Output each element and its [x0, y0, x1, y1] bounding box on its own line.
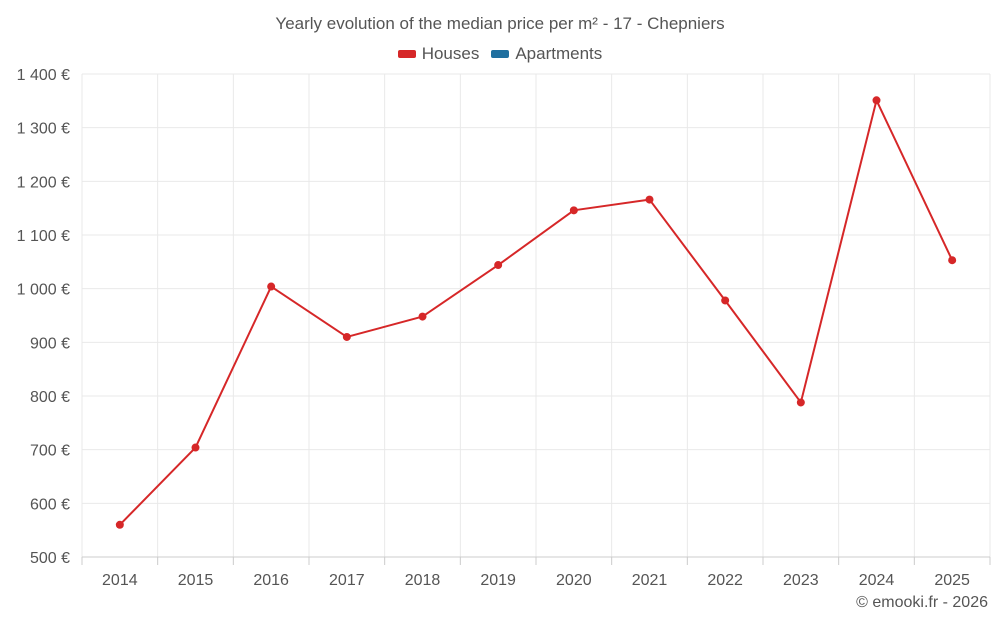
legend-swatch-apartments [491, 50, 510, 58]
x-tick-label: 2016 [253, 572, 289, 589]
data-point-houses-2020[interactable] [569, 206, 578, 215]
data-point-houses-2019[interactable] [494, 261, 503, 270]
y-tick-label: 600 € [30, 496, 70, 513]
y-tick-label: 700 € [30, 443, 70, 460]
y-tick-label: 800 € [30, 389, 70, 406]
y-tick-label: 1 400 € [17, 67, 70, 84]
data-point-houses-2018[interactable] [418, 312, 427, 321]
legend: Houses Apartments [0, 44, 1000, 64]
chart-title: Yearly evolution of the median price per… [275, 14, 725, 33]
x-axis-ticks: 2014 2015 2016 2017 2018 2019 2020 2021 2022 2023… [102, 572, 970, 589]
y-tick-label: 1 200 € [17, 174, 70, 191]
data-point-houses-2017[interactable] [342, 332, 351, 341]
series-group [115, 96, 957, 529]
x-tick-label: 2019 [480, 572, 516, 589]
y-tick-label: 500 € [30, 550, 70, 567]
legend-label-houses: Houses [421, 44, 480, 63]
legend-label-apartments: Apartments [515, 44, 603, 63]
x-tick-label: 2014 [102, 572, 138, 589]
axes [81, 556, 991, 565]
data-point-houses-2022[interactable] [721, 296, 730, 305]
data-point-houses-2014[interactable] [115, 520, 124, 529]
x-tick-label: 2018 [405, 572, 441, 589]
y-tick-label: 1 000 € [17, 282, 70, 299]
legend-swatch-houses [397, 50, 416, 58]
copyright-text: © emooki.fr - 2026 [856, 594, 988, 611]
x-tick-label: 2024 [859, 572, 895, 589]
y-tick-label: 1 100 € [17, 228, 70, 245]
data-point-houses-2025[interactable] [948, 256, 957, 265]
x-tick-label: 2021 [632, 572, 668, 589]
data-point-houses-2023[interactable] [796, 398, 805, 407]
y-axis-ticks: 500 € 600 € 700 € 800 € 900 € 1 000 € 1 100 € 1… [17, 67, 70, 567]
gridlines [81, 73, 991, 557]
data-point-houses-2016[interactable] [267, 282, 276, 291]
legend-item-houses[interactable]: Houses [397, 44, 480, 64]
x-tick-label: 2020 [556, 572, 592, 589]
data-point-houses-2021[interactable] [645, 195, 654, 204]
y-tick-label: 1 300 € [17, 121, 70, 138]
data-point-houses-2015[interactable] [191, 443, 200, 452]
x-tick-label: 2025 [934, 572, 970, 589]
x-tick-label: 2015 [178, 572, 214, 589]
x-tick-label: 2017 [329, 572, 365, 589]
y-tick-label: 900 € [30, 335, 70, 352]
data-point-houses-2024[interactable] [872, 96, 881, 105]
series-line-houses [119, 99, 954, 526]
x-tick-label: 2023 [783, 572, 819, 589]
x-tick-label: 2022 [707, 572, 743, 589]
legend-item-apartments[interactable]: Apartments [491, 44, 602, 64]
